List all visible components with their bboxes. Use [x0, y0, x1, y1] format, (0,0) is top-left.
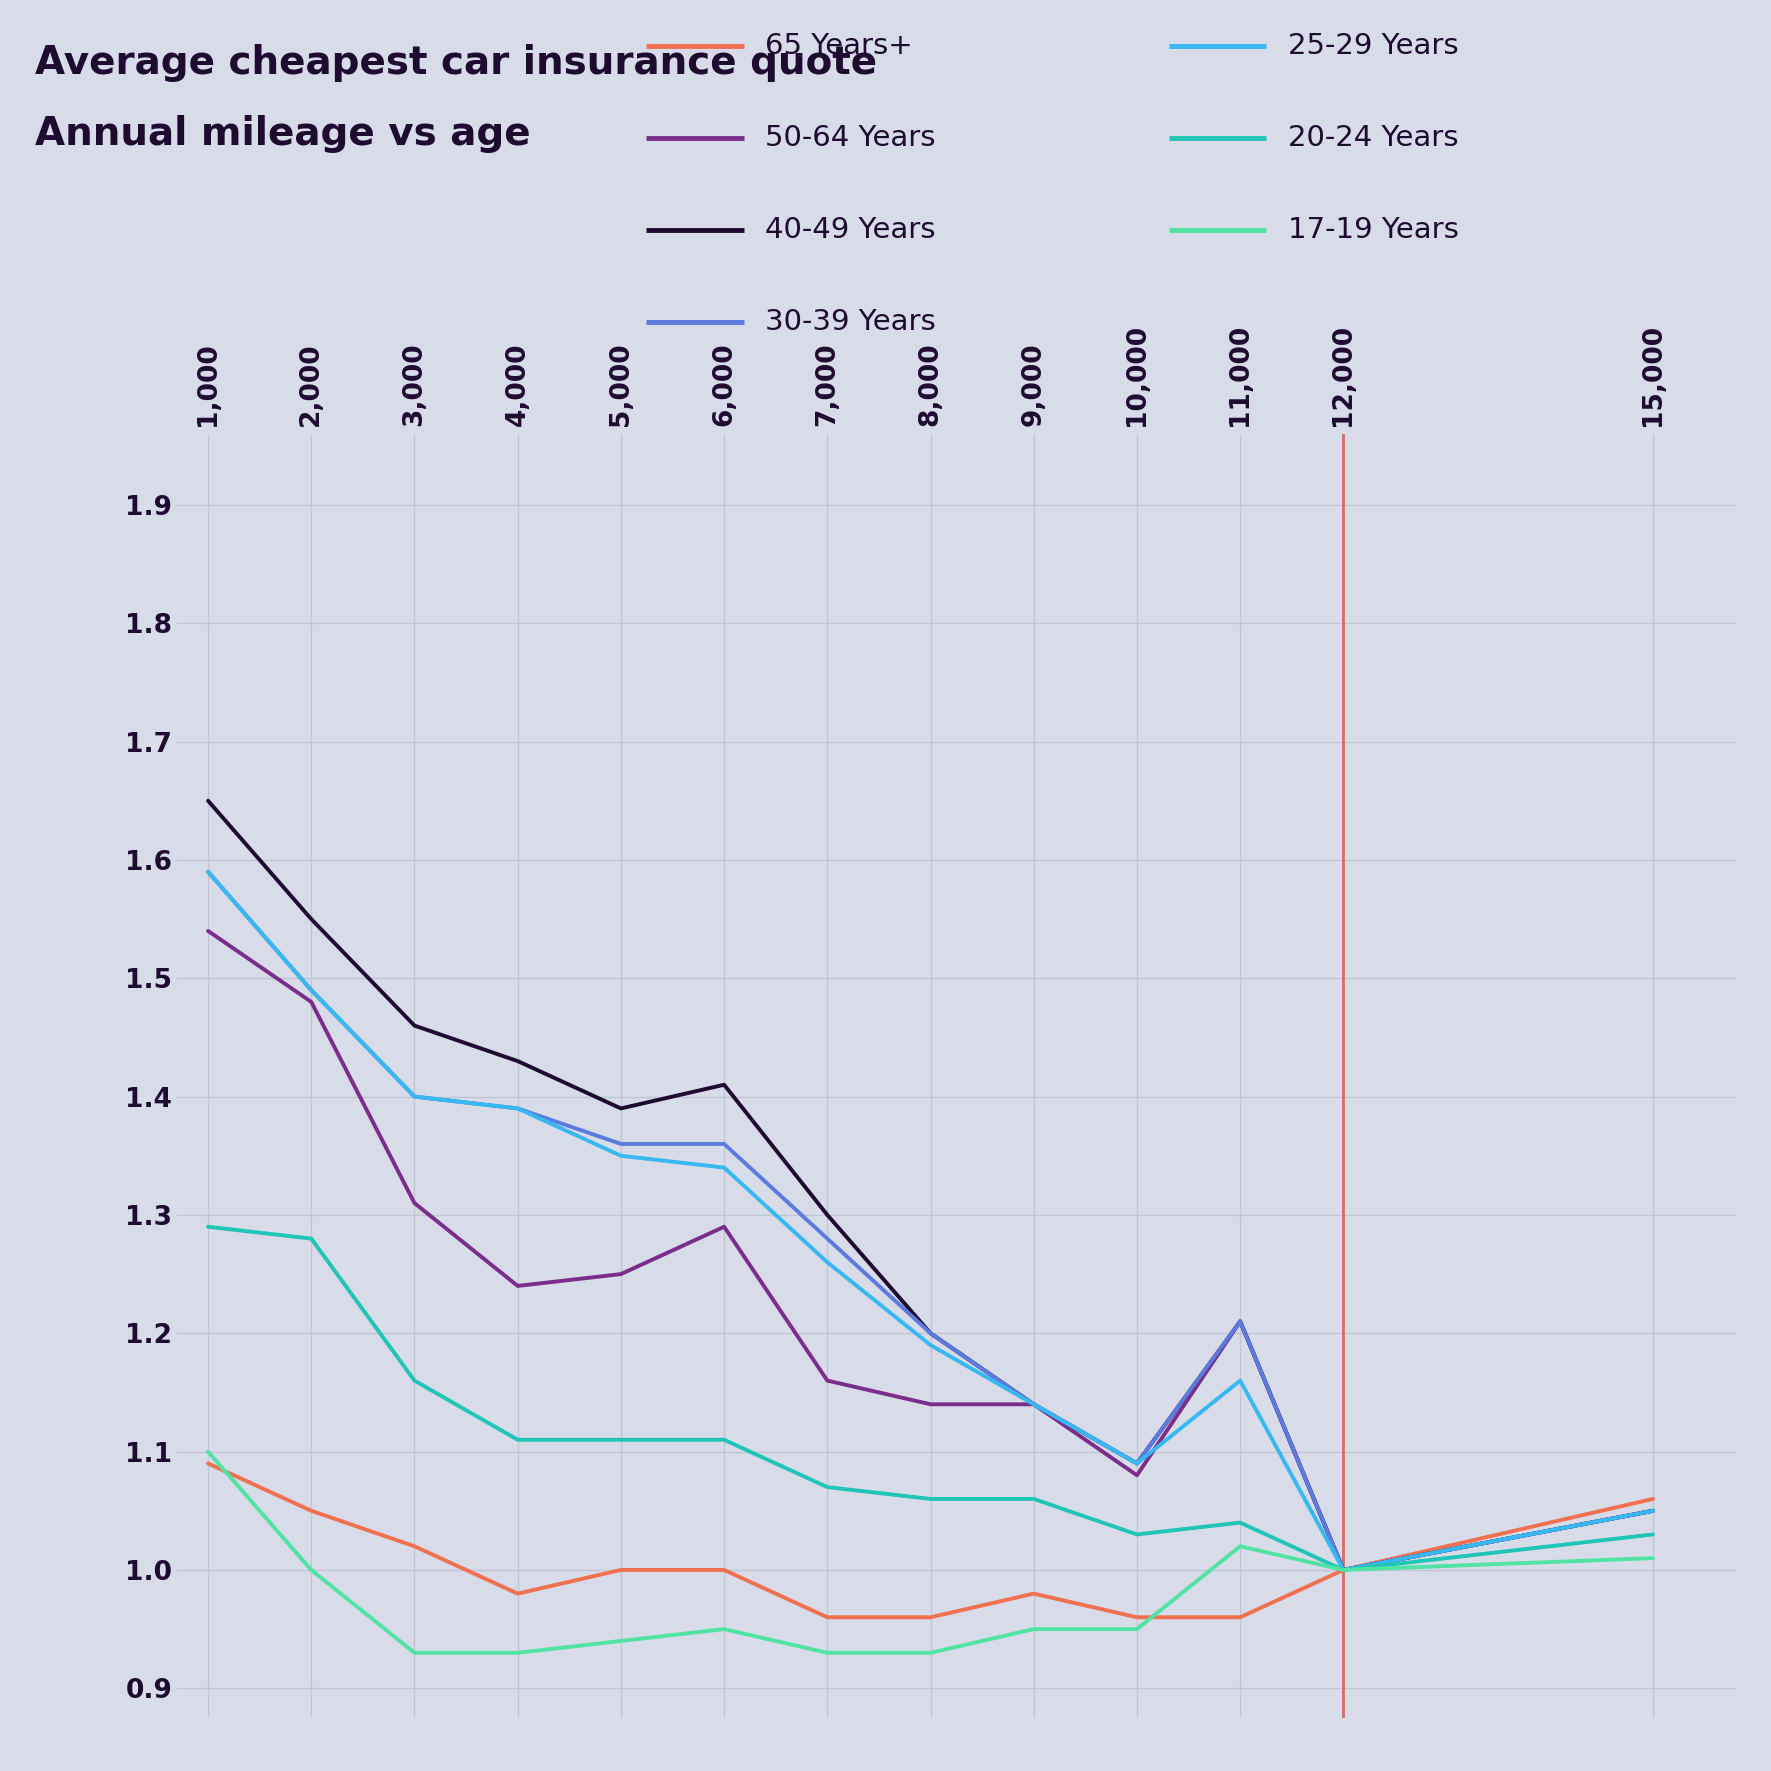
Text: 20-24 Years: 20-24 Years [1288, 124, 1458, 152]
Text: Annual mileage vs age: Annual mileage vs age [35, 115, 531, 152]
Text: 40-49 Years: 40-49 Years [765, 216, 935, 244]
Text: 50-64 Years: 50-64 Years [765, 124, 935, 152]
Text: Average cheapest car insurance quote: Average cheapest car insurance quote [35, 44, 878, 81]
Text: 30-39 Years: 30-39 Years [765, 308, 935, 336]
Text: 25-29 Years: 25-29 Years [1288, 32, 1458, 60]
Text: 17-19 Years: 17-19 Years [1288, 216, 1458, 244]
Text: 65 Years+: 65 Years+ [765, 32, 912, 60]
